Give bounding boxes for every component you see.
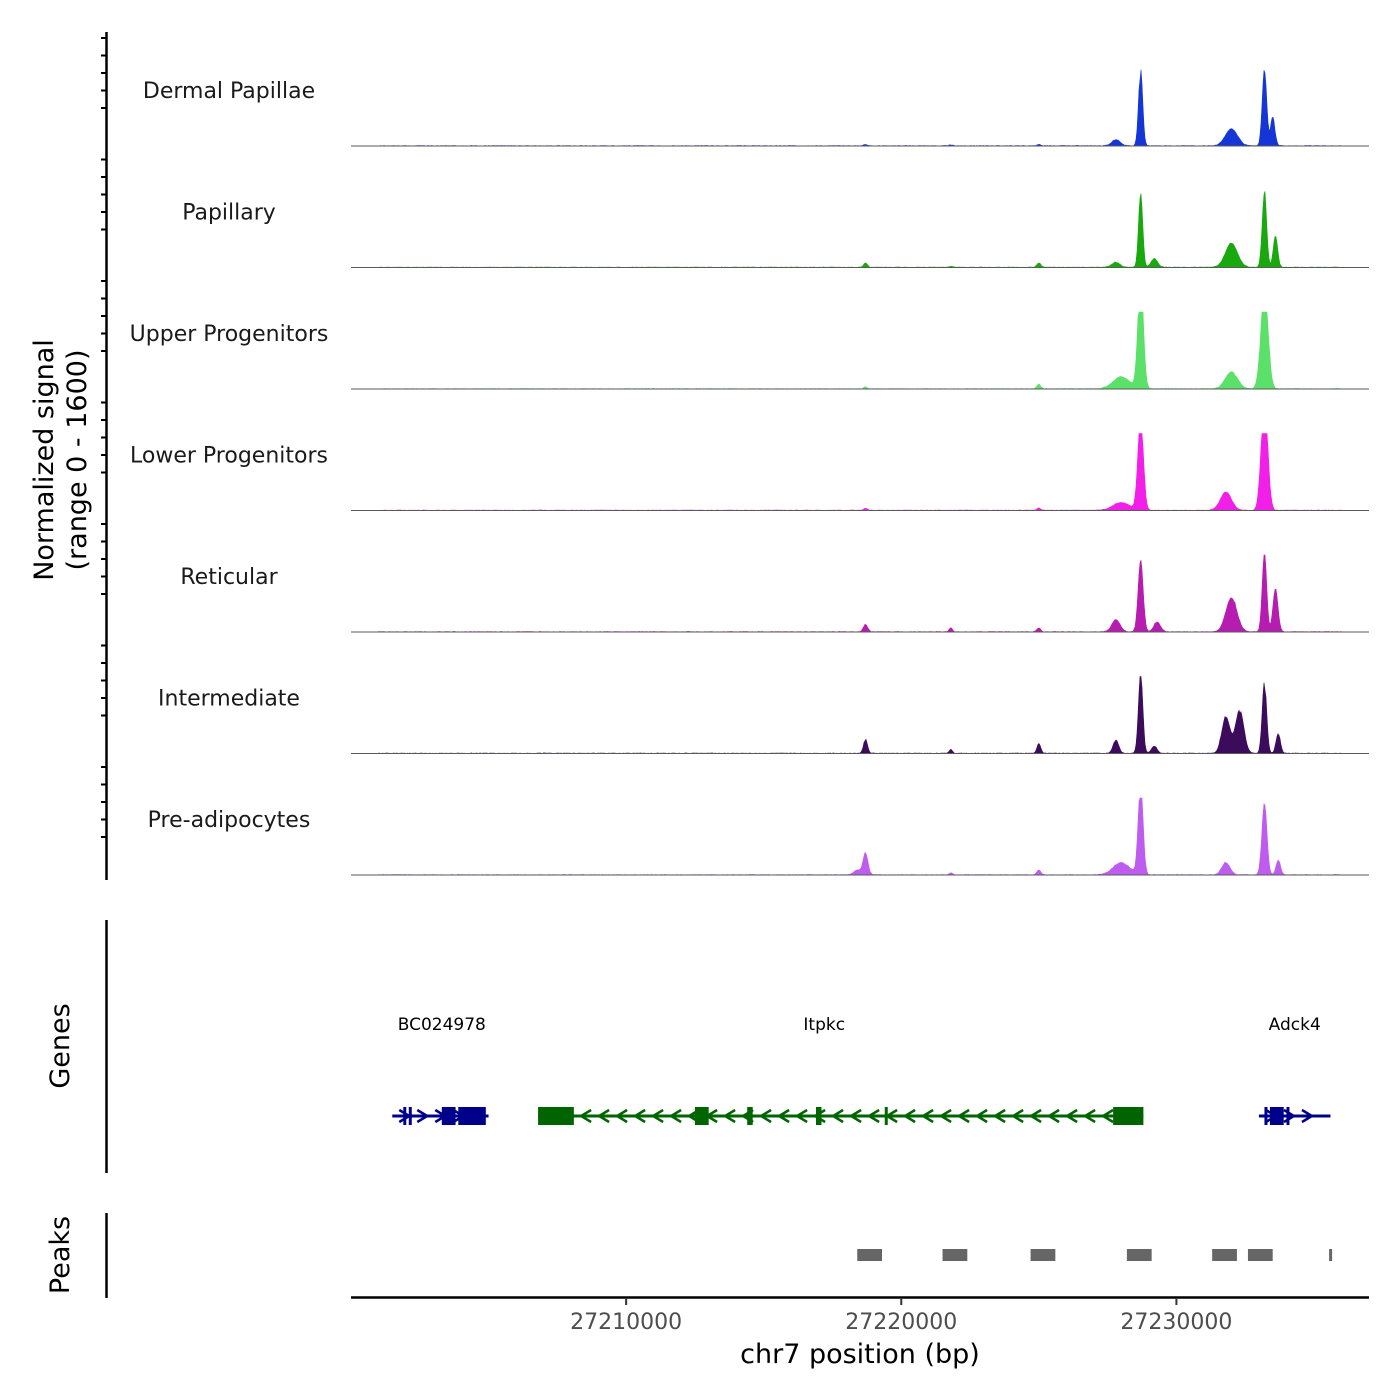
coverage-area [351,311,1369,390]
strand-arrow [1028,1108,1042,1124]
peak-region [1329,1249,1333,1261]
track-label: Intermediate [158,687,300,712]
strand-arrow [902,1108,916,1124]
strand-arrow [596,1108,610,1124]
track-papillary: Papillary [182,191,1369,268]
gene-label: BC024978 [398,1015,486,1035]
exon-block [1286,1107,1290,1125]
strand-arrow [992,1108,1006,1124]
strand-arrow [830,1108,844,1124]
exon-block [694,1107,709,1125]
exon-block [441,1107,456,1125]
peak-region [1126,1249,1152,1261]
coverage-axis-ticks [101,37,107,838]
strand-arrow [848,1108,862,1124]
strand-arrow [776,1108,790,1124]
track-label: Upper Progenitors [130,322,329,347]
gene-annotation-track: BC024978 Itpkc Adck4 [392,1015,1331,1125]
x-axis-ticks: 27210000 27220000 27230000 [570,1298,1232,1335]
y-axis-title: Normalized signal (range 0 - 1600) [29,339,93,581]
strand-arrow [794,1108,808,1124]
track-intermediate: Intermediate [158,676,1369,754]
coverage-area [351,554,1369,633]
peak-region [1030,1249,1056,1261]
peak-region [942,1249,968,1261]
exon-block [1113,1107,1144,1125]
gene-bc024978: BC024978 [392,1015,489,1125]
coverage-area [351,191,1369,268]
track-label: Lower Progenitors [130,444,328,469]
exon-block [747,1107,753,1125]
peak-region [857,1249,883,1261]
y-axis-range: (range 0 - 1600) [62,350,93,571]
strand-arrow [866,1108,880,1124]
strand-arrow [632,1108,646,1124]
strand-arrow [668,1108,682,1124]
strand-arrow [758,1108,772,1124]
exon-block [1264,1107,1268,1125]
track-upper-progenitors: Upper Progenitors [130,311,1369,390]
strand-arrow [416,1108,430,1124]
coverage-area [351,69,1369,147]
x-tick-label: 27210000 [570,1310,682,1335]
strand-arrow [614,1108,628,1124]
coverage-area [351,433,1369,511]
peaks-panel-label: Peaks [45,1216,76,1294]
coverage-area [351,797,1369,876]
strand-arrow [920,1108,934,1124]
coverage-area [351,676,1369,754]
strand-arrow [1301,1108,1315,1124]
exon-block [1269,1107,1284,1125]
x-axis-label: chr7 position (bp) [740,1339,980,1370]
exon-block [815,1107,822,1125]
strand-arrow [1010,1108,1024,1124]
gene-adck4: Adck4 [1258,1015,1331,1125]
strand-arrow [722,1108,736,1124]
exon-block [884,1107,888,1125]
exon-block [458,1107,486,1125]
strand-arrow [974,1108,988,1124]
y-axis-label: Normalized signal [29,339,60,581]
x-tick-label: 27230000 [1120,1310,1232,1335]
strand-arrow [650,1108,664,1124]
strand-arrow [1046,1108,1060,1124]
gene-label: Itpkc [803,1015,845,1035]
strand-arrow [812,1108,826,1124]
track-reticular: Reticular [180,554,1369,633]
genes-panel-label: Genes [45,1003,76,1088]
coverage-tracks: Dermal Papillae Papillary Upper Progenitor… [130,69,1369,876]
exon-block [408,1107,412,1125]
track-label: Dermal Papillae [143,79,315,104]
gene-itpkc: Itpkc [538,1015,1144,1125]
gene-label: Adck4 [1269,1015,1321,1035]
track-lower-progenitors: Lower Progenitors [130,433,1369,511]
strand-arrow [578,1108,592,1124]
peak-region [1247,1249,1273,1261]
track-pre-adipocytes: Pre-adipocytes [148,797,1369,876]
track-label: Reticular [180,565,278,590]
strand-arrow [1064,1108,1078,1124]
peak-region [1212,1249,1237,1261]
strand-arrow [956,1108,970,1124]
track-label: Pre-adipocytes [148,808,311,833]
exon-block [403,1107,407,1125]
strand-arrow [938,1108,952,1124]
peaks-track [857,1249,1333,1261]
track-label: Papillary [182,201,276,226]
track-dermal-papillae: Dermal Papillae [143,69,1369,147]
strand-arrow [1100,1108,1114,1124]
exon-block [538,1107,574,1125]
strand-arrow [1082,1108,1096,1124]
x-tick-label: 27220000 [845,1310,957,1335]
